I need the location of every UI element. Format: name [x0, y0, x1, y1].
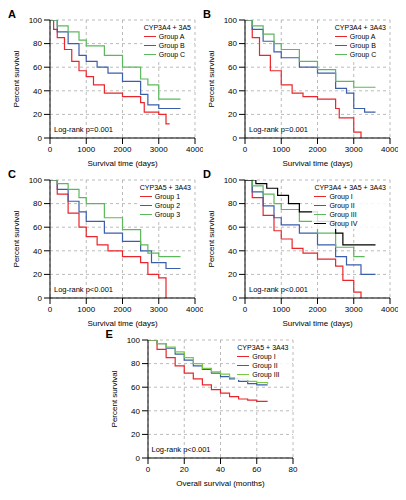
html-text:Group B: Group B [349, 42, 376, 49]
svg-text:4000: 4000 [186, 145, 203, 154]
html-text:CYP3A4 + 3A5: CYP3A4 + 3A5 [143, 24, 191, 31]
svg-text:40: 40 [131, 407, 140, 416]
svg-text:3000: 3000 [345, 145, 363, 154]
svg-text:80: 80 [228, 199, 237, 208]
html-text:Log-rank p<0.001: Log-rank p<0.001 [54, 285, 113, 294]
svg-text:80: 80 [228, 39, 237, 48]
svg-text:80: 80 [131, 359, 140, 368]
svg-text:2000: 2000 [114, 145, 132, 154]
svg-text:3000: 3000 [345, 305, 363, 314]
svg-text:0: 0 [48, 305, 53, 314]
html-text:B: B [203, 8, 211, 20]
svg-text:0: 0 [135, 454, 140, 463]
html-text:Group I: Group I [329, 193, 353, 200]
svg-text:3000: 3000 [150, 305, 168, 314]
svg-text:0: 0 [243, 305, 248, 314]
html-text:Group IV: Group IV [329, 220, 358, 227]
svg-text:Percent survival: Percent survival [12, 50, 21, 107]
svg-text:0: 0 [233, 134, 238, 143]
svg-text:60: 60 [33, 63, 42, 72]
svg-text:1000: 1000 [77, 305, 95, 314]
html-text:Group C: Group C [349, 51, 377, 58]
svg-text:40: 40 [33, 247, 42, 256]
html-text:CYP3A5 + 3A43: CYP3A5 + 3A43 [139, 184, 191, 191]
html-text:Log-rank p<0.001: Log-rank p<0.001 [151, 445, 211, 454]
html-text:Group I: Group I [252, 353, 276, 360]
svg-text:60: 60 [228, 223, 237, 232]
html-text:Log-rank p<0.001: Log-rank p<0.001 [249, 285, 308, 294]
svg-text:100: 100 [224, 176, 238, 185]
html-text:CYP3A5 + 3A43: CYP3A5 + 3A43 [237, 344, 289, 351]
svg-text:100: 100 [126, 336, 140, 345]
html-text:A: A [8, 8, 16, 20]
svg-text:Overall survival (months): Overall survival (months) [176, 479, 265, 488]
svg-text:60: 60 [33, 223, 42, 232]
html-text:D: D [203, 168, 211, 180]
svg-text:40: 40 [216, 465, 225, 474]
html-text:Log-rank p=0.001: Log-rank p=0.001 [54, 125, 113, 134]
svg-text:0: 0 [38, 294, 43, 303]
svg-text:2000: 2000 [309, 145, 327, 154]
svg-text:4000: 4000 [381, 305, 398, 314]
svg-text:4000: 4000 [186, 305, 203, 314]
svg-text:0: 0 [233, 294, 238, 303]
svg-text:Survival time (days): Survival time (days) [87, 319, 158, 328]
svg-text:60: 60 [228, 63, 237, 72]
svg-text:100: 100 [224, 16, 238, 25]
html-text:C: C [8, 168, 16, 180]
svg-text:40: 40 [228, 87, 237, 96]
svg-text:2000: 2000 [309, 305, 327, 314]
svg-text:Percent survival: Percent survival [109, 370, 118, 427]
svg-text:80: 80 [33, 199, 42, 208]
svg-text:40: 40 [228, 247, 237, 256]
html-text:Group B: Group B [158, 42, 185, 49]
svg-text:3000: 3000 [150, 145, 168, 154]
svg-text:0: 0 [243, 145, 248, 154]
svg-text:60: 60 [252, 465, 261, 474]
svg-text:2000: 2000 [114, 305, 132, 314]
html-text:Group III: Group III [329, 211, 357, 218]
html-text:Group 1: Group 1 [154, 193, 181, 200]
html-text:E: E [105, 328, 113, 340]
html-text:Group II: Group II [252, 362, 278, 369]
svg-text:40: 40 [33, 87, 42, 96]
html-text:Group A: Group A [349, 33, 376, 40]
svg-text:20: 20 [33, 270, 42, 279]
svg-text:80: 80 [288, 465, 297, 474]
html-text:Group II: Group II [329, 202, 355, 209]
svg-text:80: 80 [33, 39, 42, 48]
svg-text:1000: 1000 [77, 145, 95, 154]
svg-text:20: 20 [228, 270, 237, 279]
svg-text:Survival time (days): Survival time (days) [282, 159, 353, 168]
svg-text:Percent survival: Percent survival [207, 210, 216, 267]
html-text:Log-rank p=0.001: Log-rank p=0.001 [249, 125, 308, 134]
svg-text:0: 0 [145, 465, 150, 474]
html-text:CYP3A4 + 3A43: CYP3A4 + 3A43 [334, 24, 386, 31]
svg-text:0: 0 [38, 134, 43, 143]
svg-text:0: 0 [48, 145, 53, 154]
svg-text:20: 20 [33, 110, 42, 119]
svg-text:Percent survival: Percent survival [207, 50, 216, 107]
svg-text:100: 100 [29, 176, 43, 185]
html-text:Group III: Group III [252, 371, 280, 378]
svg-text:1000: 1000 [272, 305, 290, 314]
html-text:Group C: Group C [158, 51, 186, 58]
svg-text:Percent survival: Percent survival [12, 210, 21, 267]
html-text:Group A: Group A [158, 33, 185, 40]
svg-text:20: 20 [179, 465, 188, 474]
svg-text:Survival time (days): Survival time (days) [87, 159, 158, 168]
html-text:CYP3A4 + 3A5 + 3A43: CYP3A4 + 3A5 + 3A43 [314, 184, 386, 191]
svg-text:20: 20 [228, 110, 237, 119]
svg-text:100: 100 [29, 16, 43, 25]
svg-text:4000: 4000 [381, 145, 398, 154]
html-text:Group 2: Group 2 [154, 202, 181, 209]
svg-text:60: 60 [131, 383, 140, 392]
svg-text:1000: 1000 [272, 145, 290, 154]
svg-text:Survival time (days): Survival time (days) [282, 319, 353, 328]
svg-text:20: 20 [131, 430, 140, 439]
html-text:Group 3: Group 3 [154, 211, 181, 218]
